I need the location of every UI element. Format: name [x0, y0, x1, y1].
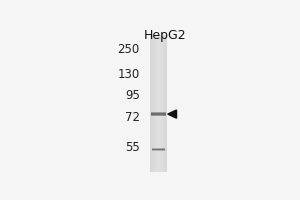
Bar	[164, 35, 165, 172]
Bar	[165, 35, 166, 172]
Text: 95: 95	[125, 89, 140, 102]
Bar	[154, 35, 155, 172]
Bar	[155, 35, 156, 172]
Bar	[166, 35, 167, 172]
Bar	[154, 35, 155, 172]
Bar	[151, 35, 152, 172]
Bar	[160, 35, 161, 172]
Bar	[156, 35, 157, 172]
Text: HepG2: HepG2	[144, 29, 187, 42]
Text: 130: 130	[118, 68, 140, 81]
Bar	[157, 35, 158, 172]
Bar	[162, 35, 163, 172]
Polygon shape	[168, 110, 176, 118]
Bar	[163, 35, 164, 172]
Bar	[150, 35, 151, 172]
Bar	[159, 35, 160, 172]
Bar	[161, 35, 162, 172]
Bar	[152, 35, 153, 172]
Text: 250: 250	[118, 43, 140, 56]
Bar	[158, 35, 159, 172]
Text: 55: 55	[125, 141, 140, 154]
Bar	[153, 35, 154, 172]
Text: 72: 72	[125, 111, 140, 124]
